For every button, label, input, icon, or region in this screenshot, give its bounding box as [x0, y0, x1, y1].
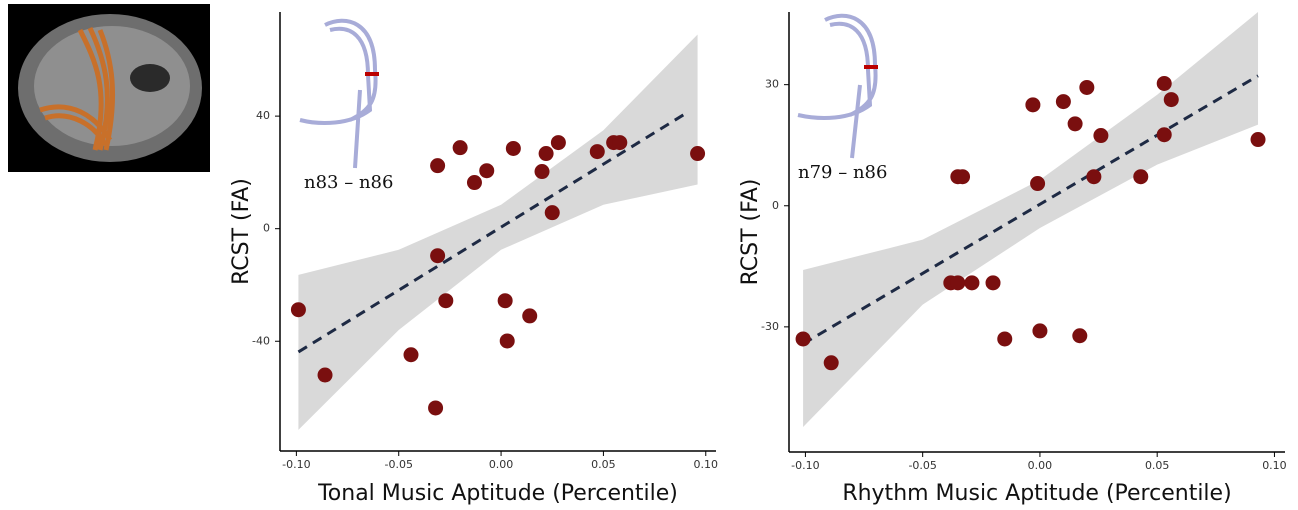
data-point — [997, 331, 1013, 347]
data-point — [430, 158, 446, 174]
data-point — [1067, 116, 1083, 132]
data-point — [522, 308, 538, 324]
data-point — [497, 293, 513, 309]
data-point — [589, 144, 605, 160]
data-point — [290, 302, 306, 318]
y-tick-label: -40 — [252, 334, 270, 347]
y-tick-label: 0 — [263, 222, 270, 235]
data-point — [479, 163, 495, 179]
data-point — [964, 275, 980, 291]
tract-icon — [299, 18, 379, 169]
x-tick-label: -0.05 — [908, 459, 936, 472]
data-point — [499, 333, 515, 349]
y-tick-label: 30 — [765, 78, 779, 91]
y-tick-label: -30 — [761, 320, 779, 333]
data-point — [1086, 169, 1102, 185]
data-point — [428, 400, 444, 416]
data-point — [1032, 323, 1048, 339]
y-tick-label: 0 — [772, 199, 779, 212]
x-axis-label: Tonal Music Aptitude (Percentile) — [317, 481, 678, 506]
data-point — [950, 275, 966, 291]
data-point — [985, 275, 1001, 291]
data-point — [1079, 79, 1095, 95]
data-point — [1030, 176, 1046, 192]
data-point — [1055, 94, 1071, 110]
y-axis-label: RCST (FA) — [738, 179, 763, 286]
data-point — [452, 140, 468, 156]
data-point — [466, 175, 482, 191]
data-point — [795, 331, 811, 347]
x-tick-label: -0.10 — [791, 459, 819, 472]
x-tick-label: 0.05 — [1145, 459, 1170, 472]
data-point — [690, 146, 706, 162]
data-point — [317, 367, 333, 383]
data-point — [538, 146, 554, 162]
confidence-band — [803, 12, 1259, 427]
y-axis-label: RCST (FA) — [229, 178, 254, 285]
confidence-band — [298, 34, 698, 430]
x-tick-label: 0.00 — [1028, 459, 1053, 472]
brain-image — [8, 4, 210, 172]
x-tick-label: 0.05 — [591, 458, 616, 471]
data-point — [438, 293, 454, 309]
regression-line — [297, 111, 689, 354]
data-point — [505, 140, 521, 156]
data-point — [1093, 128, 1109, 144]
data-point — [1250, 132, 1266, 148]
data-point — [544, 205, 560, 221]
x-tick-label: -0.10 — [282, 458, 310, 471]
data-point — [612, 135, 628, 151]
data-point — [1156, 75, 1172, 91]
annotation: n83 – n86 — [304, 172, 393, 193]
data-point — [1156, 127, 1172, 143]
x-tick-label: 0.00 — [489, 458, 514, 471]
data-point — [550, 135, 566, 151]
data-point — [403, 347, 419, 363]
data-point — [955, 169, 971, 185]
regression-line — [802, 74, 1259, 346]
data-point — [430, 248, 446, 264]
data-point — [823, 355, 839, 371]
data-point — [1072, 328, 1088, 344]
data-point — [1025, 97, 1041, 113]
y-tick-label: 40 — [256, 109, 270, 122]
x-tick-label: 0.10 — [1262, 459, 1287, 472]
x-tick-label: -0.05 — [384, 458, 412, 471]
x-tick-label: 0.10 — [694, 458, 719, 471]
data-point — [1163, 92, 1179, 108]
annotation: n79 – n86 — [798, 162, 887, 183]
data-point — [534, 164, 550, 180]
data-point — [1133, 169, 1149, 185]
x-axis-label: Rhythm Music Aptitude (Percentile) — [842, 481, 1231, 506]
tract-icon — [797, 13, 878, 159]
